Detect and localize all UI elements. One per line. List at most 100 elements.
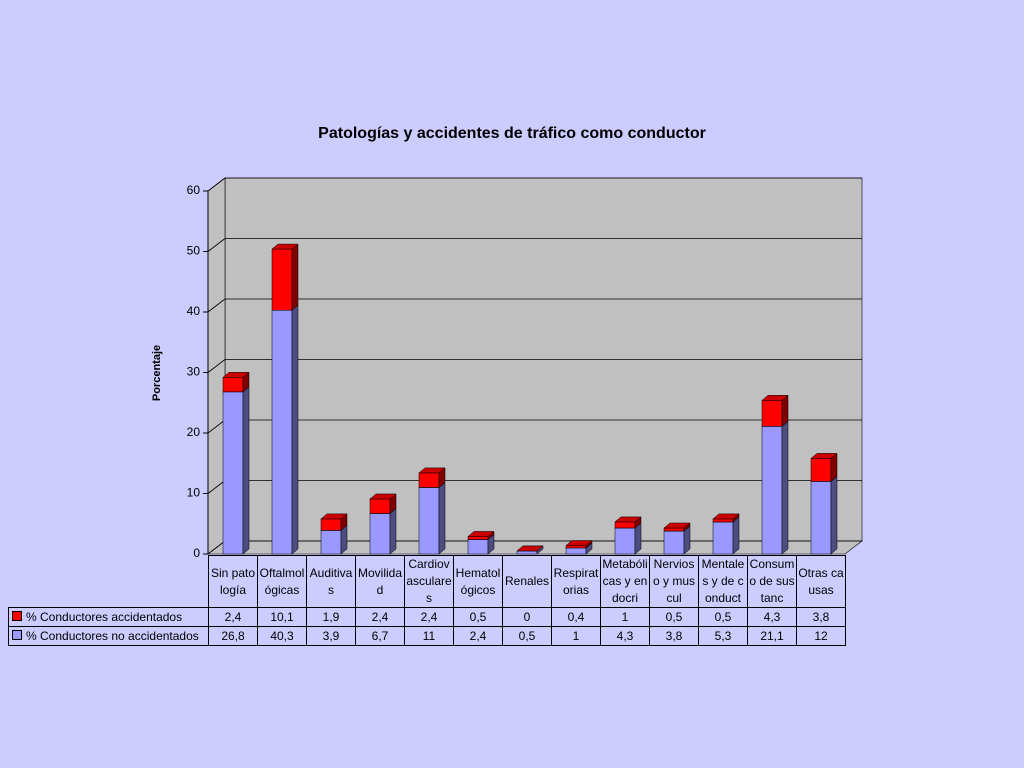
category-row: Sin patología Oftalmológicas Auditivas Movi… [9, 555, 846, 608]
value-label: 3,9 [306, 626, 356, 646]
bar-top [614, 516, 642, 523]
bar-top [467, 531, 495, 537]
bar-segment [663, 530, 685, 555]
value-label: 4,3 [600, 626, 650, 646]
legend-label: % Conductores accidentados [26, 610, 183, 624]
category-label: Mentales y de conduct [701, 557, 745, 605]
grid-line [207, 359, 226, 373]
y-axis-title: Porcentaje [151, 345, 163, 401]
grid-line [207, 480, 226, 494]
category-cell: Otras causas [796, 555, 846, 608]
category-cell: Metabólicas y endocri [600, 555, 650, 608]
bar-segment [565, 547, 587, 555]
category-cell: Consumo de sustanc [747, 555, 797, 608]
y-tick-label: 30 [187, 365, 201, 379]
y-tick-label: 40 [187, 304, 201, 318]
bar-segment [712, 518, 734, 523]
value-label: 2,4 [355, 607, 405, 627]
category-cell: Nervioso y muscul [649, 555, 699, 608]
value-label: 2,4 [404, 607, 454, 627]
category-label: Renales [504, 574, 550, 588]
category-label: Nervioso y muscul [652, 557, 695, 605]
bar-top [810, 453, 838, 459]
bar-segment [712, 521, 734, 555]
bar-top [320, 513, 348, 520]
grid-line [207, 177, 226, 192]
bar-side [830, 475, 838, 555]
value-label: 3,8 [649, 626, 699, 646]
bar-side [438, 481, 446, 555]
value-label: 0,5 [649, 607, 699, 627]
y-tick-label: 60 [187, 183, 201, 197]
value-label: 21,1 [747, 626, 797, 646]
y-tick-label: 0 [193, 546, 200, 560]
corner-cell [9, 556, 209, 608]
bar-top [565, 540, 593, 546]
value-label: 0,5 [453, 607, 503, 627]
category-cell: Hematológicos [453, 555, 503, 608]
bar-segment [369, 498, 391, 514]
bar-segment [761, 400, 783, 427]
bar-top [516, 545, 544, 552]
bar-segment [222, 377, 244, 393]
category-cell: Renales [502, 555, 552, 608]
bar-top [663, 522, 691, 529]
bar-segment [614, 527, 636, 555]
value-label: 0 [502, 607, 552, 627]
value-label: 2,4 [453, 626, 503, 646]
category-cell: Auditivas [306, 555, 356, 608]
value-label: 40,3 [257, 626, 307, 646]
bar-top [369, 493, 397, 500]
bar-segment [467, 539, 489, 555]
category-cell: Mentales y de conduct [698, 555, 748, 608]
grid-line [207, 540, 226, 555]
chart-title: Patologías y accidentes de tráfico como … [318, 125, 706, 142]
category-cell: Oftalmológicas [257, 555, 307, 608]
category-cell: Movilidad [355, 555, 405, 608]
bar-side [242, 386, 250, 555]
grid-line [207, 419, 226, 434]
value-label: 12 [796, 626, 846, 646]
value-label: 1 [551, 626, 601, 646]
category-label: Otras causas [798, 565, 844, 597]
value-label: 3,8 [796, 607, 846, 627]
grid-line [207, 298, 226, 313]
category-label: Oftalmológicas [259, 565, 305, 597]
bar-top [418, 467, 446, 474]
series-row: % Conductores no accidentados 26,8 40,3 3,9… [8, 626, 846, 646]
value-label: 5,3 [698, 626, 748, 646]
category-label: Consumo de sustanc [749, 557, 795, 605]
bar-top [761, 395, 789, 401]
value-label: 0,5 [698, 607, 748, 627]
bar-side [389, 507, 397, 555]
data-table: Sin patología Oftalmológicas Auditivas Movi… [8, 555, 846, 646]
bar-segment [810, 458, 832, 482]
bar-segment [320, 518, 342, 531]
bar-side [732, 516, 740, 555]
legend-label: % Conductores no accidentados [26, 629, 199, 643]
bar-segment [663, 527, 685, 532]
bar-segment [222, 391, 244, 555]
category-label: Movilidad [357, 565, 402, 597]
category-cell: Cardiovasculares [404, 555, 454, 608]
category-label: Metabólicas y endocri [602, 557, 648, 605]
value-label: 1,9 [306, 607, 356, 627]
bar-side [634, 522, 642, 555]
bar-side [781, 420, 789, 555]
bar-segment [271, 309, 293, 555]
legend-cell: % Conductores no accidentados [8, 626, 209, 646]
y-tick-label: 10 [187, 486, 201, 500]
bar-segment [516, 550, 538, 555]
bar-segment [810, 481, 832, 555]
value-label: 0,5 [502, 626, 552, 646]
bar-side [781, 394, 789, 427]
category-label: Auditivas [309, 565, 353, 597]
category-cell: Respiratorias [551, 555, 601, 608]
value-label: 10,1 [257, 607, 307, 627]
series-row: % Conductores accidentados 2,4 10,1 1,9 2,4 2… [8, 607, 846, 627]
value-label: 26,8 [208, 626, 258, 646]
bar-top [271, 243, 299, 250]
legend-cell: % Conductores accidentados [8, 607, 209, 627]
